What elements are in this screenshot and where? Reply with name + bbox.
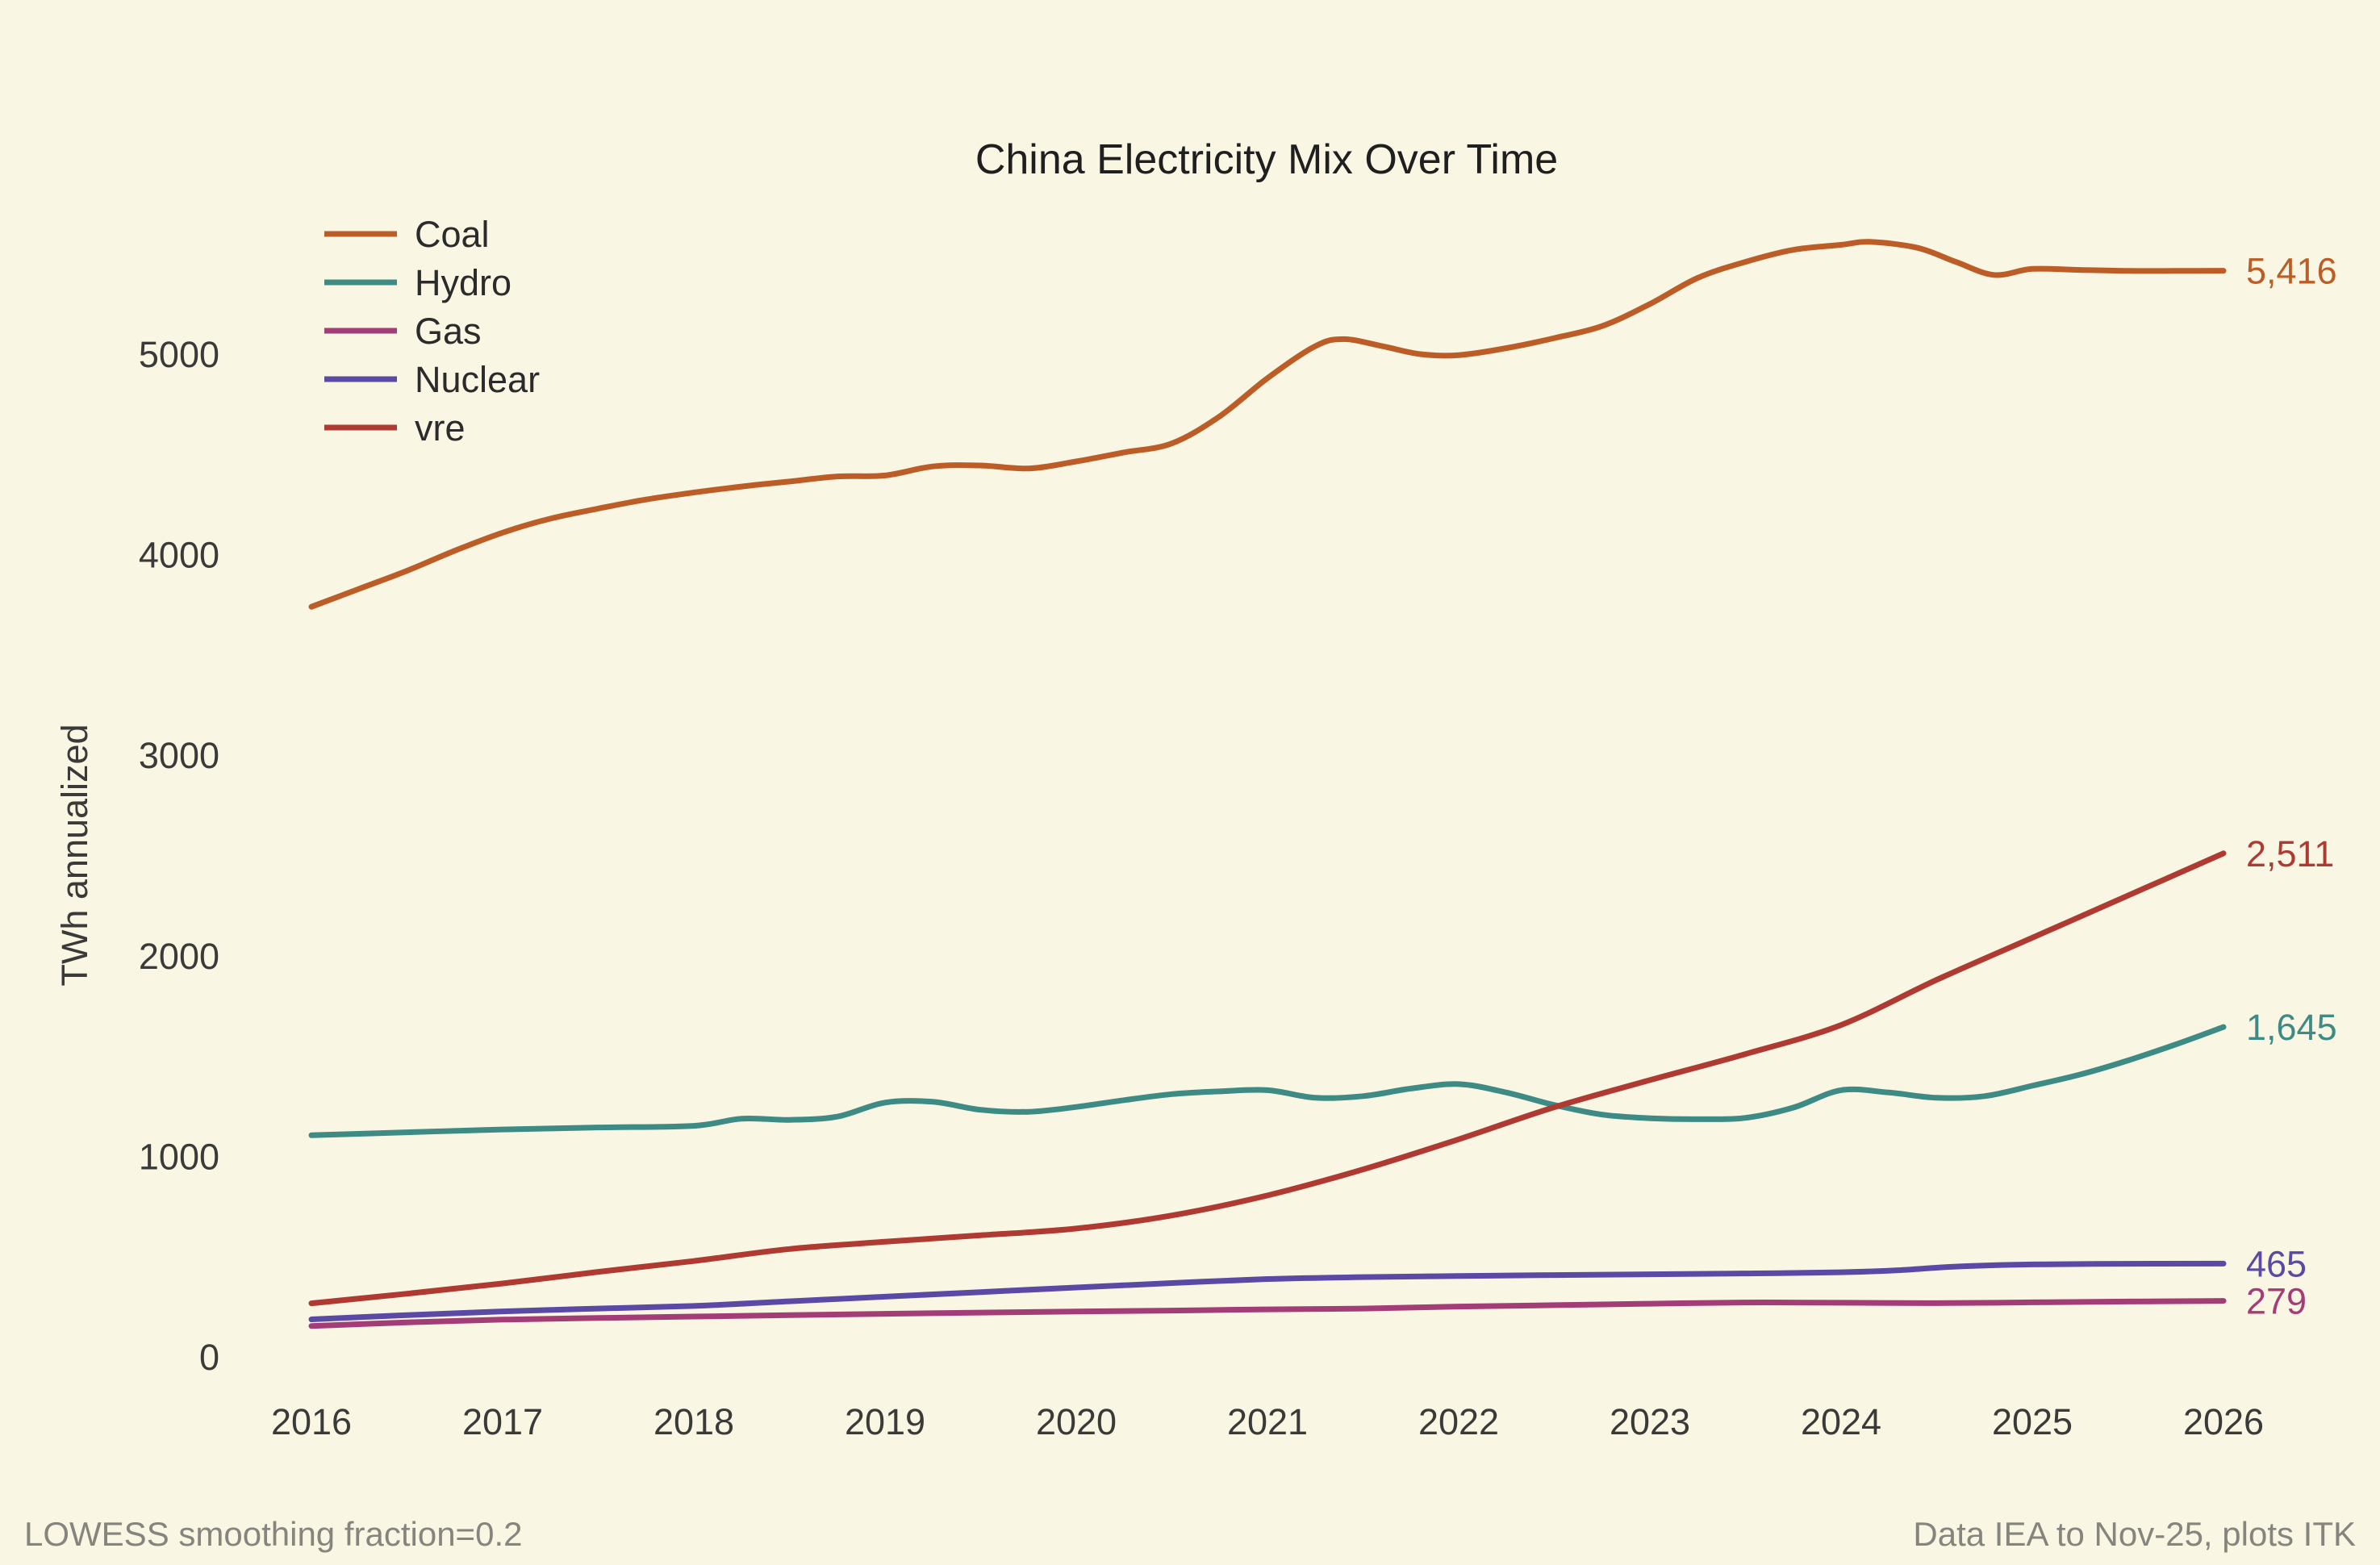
x-tick-label: 2026: [2183, 1401, 2264, 1442]
gas-end-label: 279: [2246, 1281, 2307, 1322]
y-tick-label: 4000: [139, 535, 219, 576]
hydro-end-label: 1,645: [2246, 1007, 2337, 1048]
legend-item-coal: Coal: [324, 214, 490, 255]
x-tick-label: 2017: [462, 1401, 543, 1442]
footnote-source: Data IEA to Nov-25, plots ITK: [1913, 1515, 2356, 1553]
y-axis-ticks: 0 1000 2000 3000 4000 5000: [139, 334, 219, 1378]
x-tick-label: 2018: [653, 1401, 734, 1442]
x-axis-ticks: 2016 2017 2018 2019 2020 2021 2022 2023 2024 2025…: [271, 1401, 2264, 1442]
y-tick-label: 0: [199, 1337, 219, 1378]
legend-label-coal: Coal: [415, 214, 490, 255]
legend-item-gas: Gas: [324, 311, 482, 352]
footnote-smoothing: LOWESS smoothing fraction=0.2: [24, 1515, 522, 1553]
y-tick-label: 2000: [139, 936, 219, 977]
legend-item-hydro: Hydro: [324, 262, 511, 303]
vre-line: [308, 850, 2227, 1307]
y-tick-label: 1000: [139, 1136, 219, 1177]
gas-line: [308, 1298, 2227, 1329]
chart-title: China Electricity Mix Over Time: [975, 136, 1558, 183]
y-axis-label: TWh annualized: [54, 724, 95, 986]
legend-label-gas: Gas: [415, 311, 482, 352]
y-tick-label: 5000: [139, 334, 219, 375]
x-tick-label: 2024: [1801, 1401, 1881, 1442]
legend: Coal Hydro Gas Nuclear vre: [324, 214, 540, 449]
y-tick-label: 3000: [139, 735, 219, 776]
coal-line: [308, 239, 2227, 610]
legend-label-nuclear: Nuclear: [415, 359, 540, 400]
legend-label-vre: vre: [415, 407, 466, 449]
coal-end-label: 5,416: [2246, 251, 2337, 292]
legend-item-nuclear: Nuclear: [324, 359, 540, 400]
legend-label-hydro: Hydro: [415, 262, 511, 303]
vre-end-label: 2,511: [2246, 833, 2334, 874]
hydro-line: [308, 1024, 2227, 1138]
x-tick-label: 2019: [845, 1401, 925, 1442]
x-tick-label: 2023: [1610, 1401, 1690, 1442]
legend-item-vre: vre: [324, 407, 466, 449]
x-tick-label: 2021: [1227, 1401, 1308, 1442]
series-lines: [308, 239, 2227, 1329]
x-tick-label: 2025: [1992, 1401, 2073, 1442]
x-tick-label: 2022: [1418, 1401, 1499, 1442]
nuclear-line: [308, 1260, 2227, 1322]
x-tick-label: 2020: [1036, 1401, 1117, 1442]
nuclear-end-label: 465: [2246, 1243, 2307, 1284]
x-tick-label: 2016: [271, 1401, 352, 1442]
